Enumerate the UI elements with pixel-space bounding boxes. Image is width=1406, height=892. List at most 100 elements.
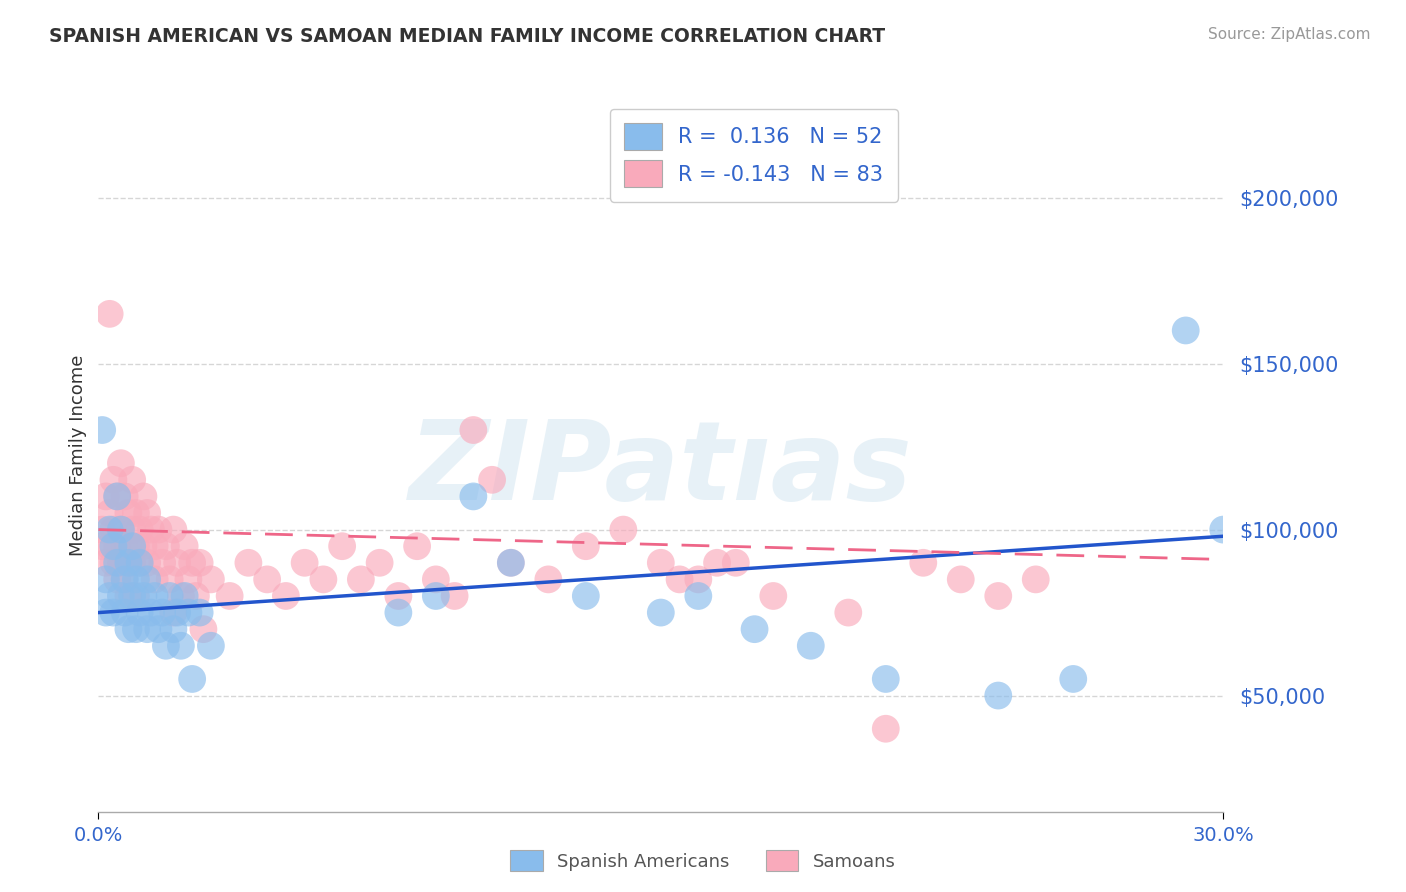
Point xyxy=(98,506,121,520)
Point xyxy=(94,556,117,570)
Point xyxy=(121,589,143,603)
Point xyxy=(162,606,184,620)
Point xyxy=(443,589,465,603)
Point xyxy=(170,589,193,603)
Point xyxy=(114,539,136,553)
Point xyxy=(166,556,188,570)
Point xyxy=(132,589,155,603)
Point xyxy=(481,473,503,487)
Point xyxy=(181,672,204,686)
Point xyxy=(987,689,1010,703)
Legend: R =  0.136   N = 52, R = -0.143   N = 83: R = 0.136 N = 52, R = -0.143 N = 83 xyxy=(610,109,898,202)
Point xyxy=(875,672,897,686)
Point xyxy=(91,423,114,437)
Point xyxy=(114,573,136,587)
Text: ZIPatıas: ZIPatıas xyxy=(409,416,912,523)
Point xyxy=(724,556,747,570)
Point xyxy=(105,539,128,553)
Point xyxy=(143,573,166,587)
Point xyxy=(762,589,785,603)
Point xyxy=(110,523,132,537)
Point xyxy=(188,606,211,620)
Point xyxy=(294,556,316,570)
Point xyxy=(668,573,690,587)
Point xyxy=(177,573,200,587)
Point xyxy=(181,556,204,570)
Point xyxy=(166,606,188,620)
Point xyxy=(121,556,143,570)
Point xyxy=(1174,323,1197,337)
Point xyxy=(94,606,117,620)
Point xyxy=(200,573,222,587)
Point xyxy=(117,539,139,553)
Point xyxy=(110,589,132,603)
Point xyxy=(170,639,193,653)
Point xyxy=(128,606,150,620)
Point xyxy=(150,556,173,570)
Point xyxy=(463,423,485,437)
Point xyxy=(155,539,177,553)
Point xyxy=(132,539,155,553)
Point xyxy=(688,589,710,603)
Point xyxy=(387,606,409,620)
Point xyxy=(159,573,181,587)
Point xyxy=(125,506,148,520)
Point xyxy=(650,556,672,570)
Point xyxy=(184,589,207,603)
Point xyxy=(350,573,373,587)
Point xyxy=(117,589,139,603)
Point xyxy=(121,473,143,487)
Point xyxy=(575,539,598,553)
Point xyxy=(117,622,139,636)
Point xyxy=(425,589,447,603)
Point xyxy=(159,589,181,603)
Point xyxy=(98,539,121,553)
Point xyxy=(256,573,278,587)
Point xyxy=(987,589,1010,603)
Point xyxy=(105,490,128,504)
Point xyxy=(139,606,162,620)
Point xyxy=(218,589,240,603)
Point xyxy=(103,473,125,487)
Text: Source: ZipAtlas.com: Source: ZipAtlas.com xyxy=(1208,27,1371,42)
Point xyxy=(128,556,150,570)
Point xyxy=(875,722,897,736)
Point xyxy=(143,589,166,603)
Point xyxy=(117,556,139,570)
Point xyxy=(688,573,710,587)
Point xyxy=(177,606,200,620)
Point xyxy=(368,556,391,570)
Point xyxy=(114,606,136,620)
Point xyxy=(330,539,353,553)
Point xyxy=(110,523,132,537)
Point xyxy=(125,589,148,603)
Point xyxy=(98,307,121,321)
Point xyxy=(499,556,522,570)
Point xyxy=(136,556,159,570)
Point xyxy=(188,556,211,570)
Point xyxy=(110,456,132,470)
Point xyxy=(463,490,485,504)
Point xyxy=(105,573,128,587)
Point xyxy=(162,622,184,636)
Point xyxy=(117,506,139,520)
Point xyxy=(499,556,522,570)
Point xyxy=(744,622,766,636)
Point xyxy=(706,556,728,570)
Point xyxy=(91,539,114,553)
Point xyxy=(143,539,166,553)
Point xyxy=(575,589,598,603)
Point xyxy=(125,622,148,636)
Point xyxy=(193,622,215,636)
Point xyxy=(537,573,560,587)
Point xyxy=(1212,523,1234,537)
Text: SPANISH AMERICAN VS SAMOAN MEDIAN FAMILY INCOME CORRELATION CHART: SPANISH AMERICAN VS SAMOAN MEDIAN FAMILY… xyxy=(49,27,886,45)
Point xyxy=(274,589,297,603)
Point xyxy=(121,539,143,553)
Point xyxy=(103,556,125,570)
Point xyxy=(125,573,148,587)
Point xyxy=(148,622,170,636)
Point xyxy=(128,523,150,537)
Point xyxy=(98,523,121,537)
Point xyxy=(612,523,634,537)
